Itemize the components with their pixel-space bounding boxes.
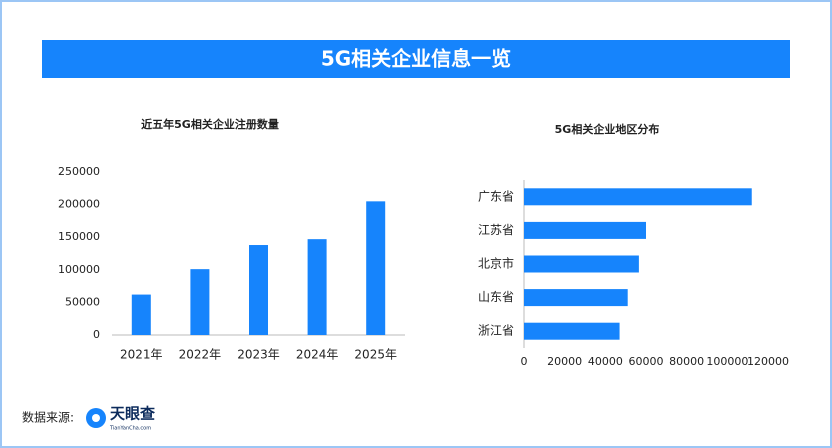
- y-tick-label: 0: [93, 328, 100, 341]
- y-tick-label: 150000: [58, 230, 100, 243]
- bar: [524, 322, 620, 340]
- brand: 天眼查: [110, 405, 156, 423]
- y-tick-label: 广东省: [478, 189, 514, 203]
- y-tick-label: 100000: [58, 263, 100, 276]
- logo: 天眼查 TianYanCha.com: [86, 405, 156, 432]
- x-tick-label: 40000: [588, 355, 623, 368]
- bar: [524, 289, 628, 307]
- page-title: 5G相关企业信息一览: [321, 47, 511, 71]
- bar: [524, 255, 639, 273]
- x-tick-label: 80000: [669, 355, 704, 368]
- bar: [249, 245, 268, 335]
- chart-title: 5G相关企业地区分布: [555, 122, 660, 136]
- source-label: 数据来源:: [22, 410, 74, 425]
- y-tick-label: 250000: [58, 165, 100, 178]
- x-tick-label: 0: [521, 355, 528, 368]
- y-tick-label: 山东省: [478, 290, 514, 304]
- bar: [366, 201, 386, 335]
- brand-sub: TianYanCha.com: [109, 426, 151, 432]
- bar: [190, 269, 210, 335]
- x-tick-label: 120000: [747, 355, 789, 368]
- x-tick-label: 20000: [547, 355, 582, 368]
- y-tick-label: 50000: [65, 295, 100, 308]
- x-tick-label: 2021年: [120, 348, 163, 362]
- x-tick-label: 60000: [629, 355, 664, 368]
- x-tick-label: 2025年: [354, 348, 397, 362]
- y-tick-label: 200000: [58, 198, 100, 211]
- chart-title: 近五年5G相关企业注册数量: [141, 117, 279, 131]
- x-tick-label: 100000: [706, 355, 748, 368]
- banner: [42, 40, 790, 78]
- x-tick-label: 2023年: [237, 348, 280, 362]
- bar: [307, 239, 327, 335]
- y-tick-label: 北京市: [478, 256, 514, 271]
- x-tick-label: 2024年: [296, 348, 339, 362]
- bar: [524, 188, 752, 206]
- bar: [131, 294, 151, 335]
- x-tick-label: 2022年: [179, 348, 222, 362]
- logo-eye: [92, 414, 100, 422]
- y-tick-label: 江苏省: [478, 223, 514, 237]
- bar: [524, 221, 646, 239]
- y-tick-label: 浙江省: [478, 324, 514, 338]
